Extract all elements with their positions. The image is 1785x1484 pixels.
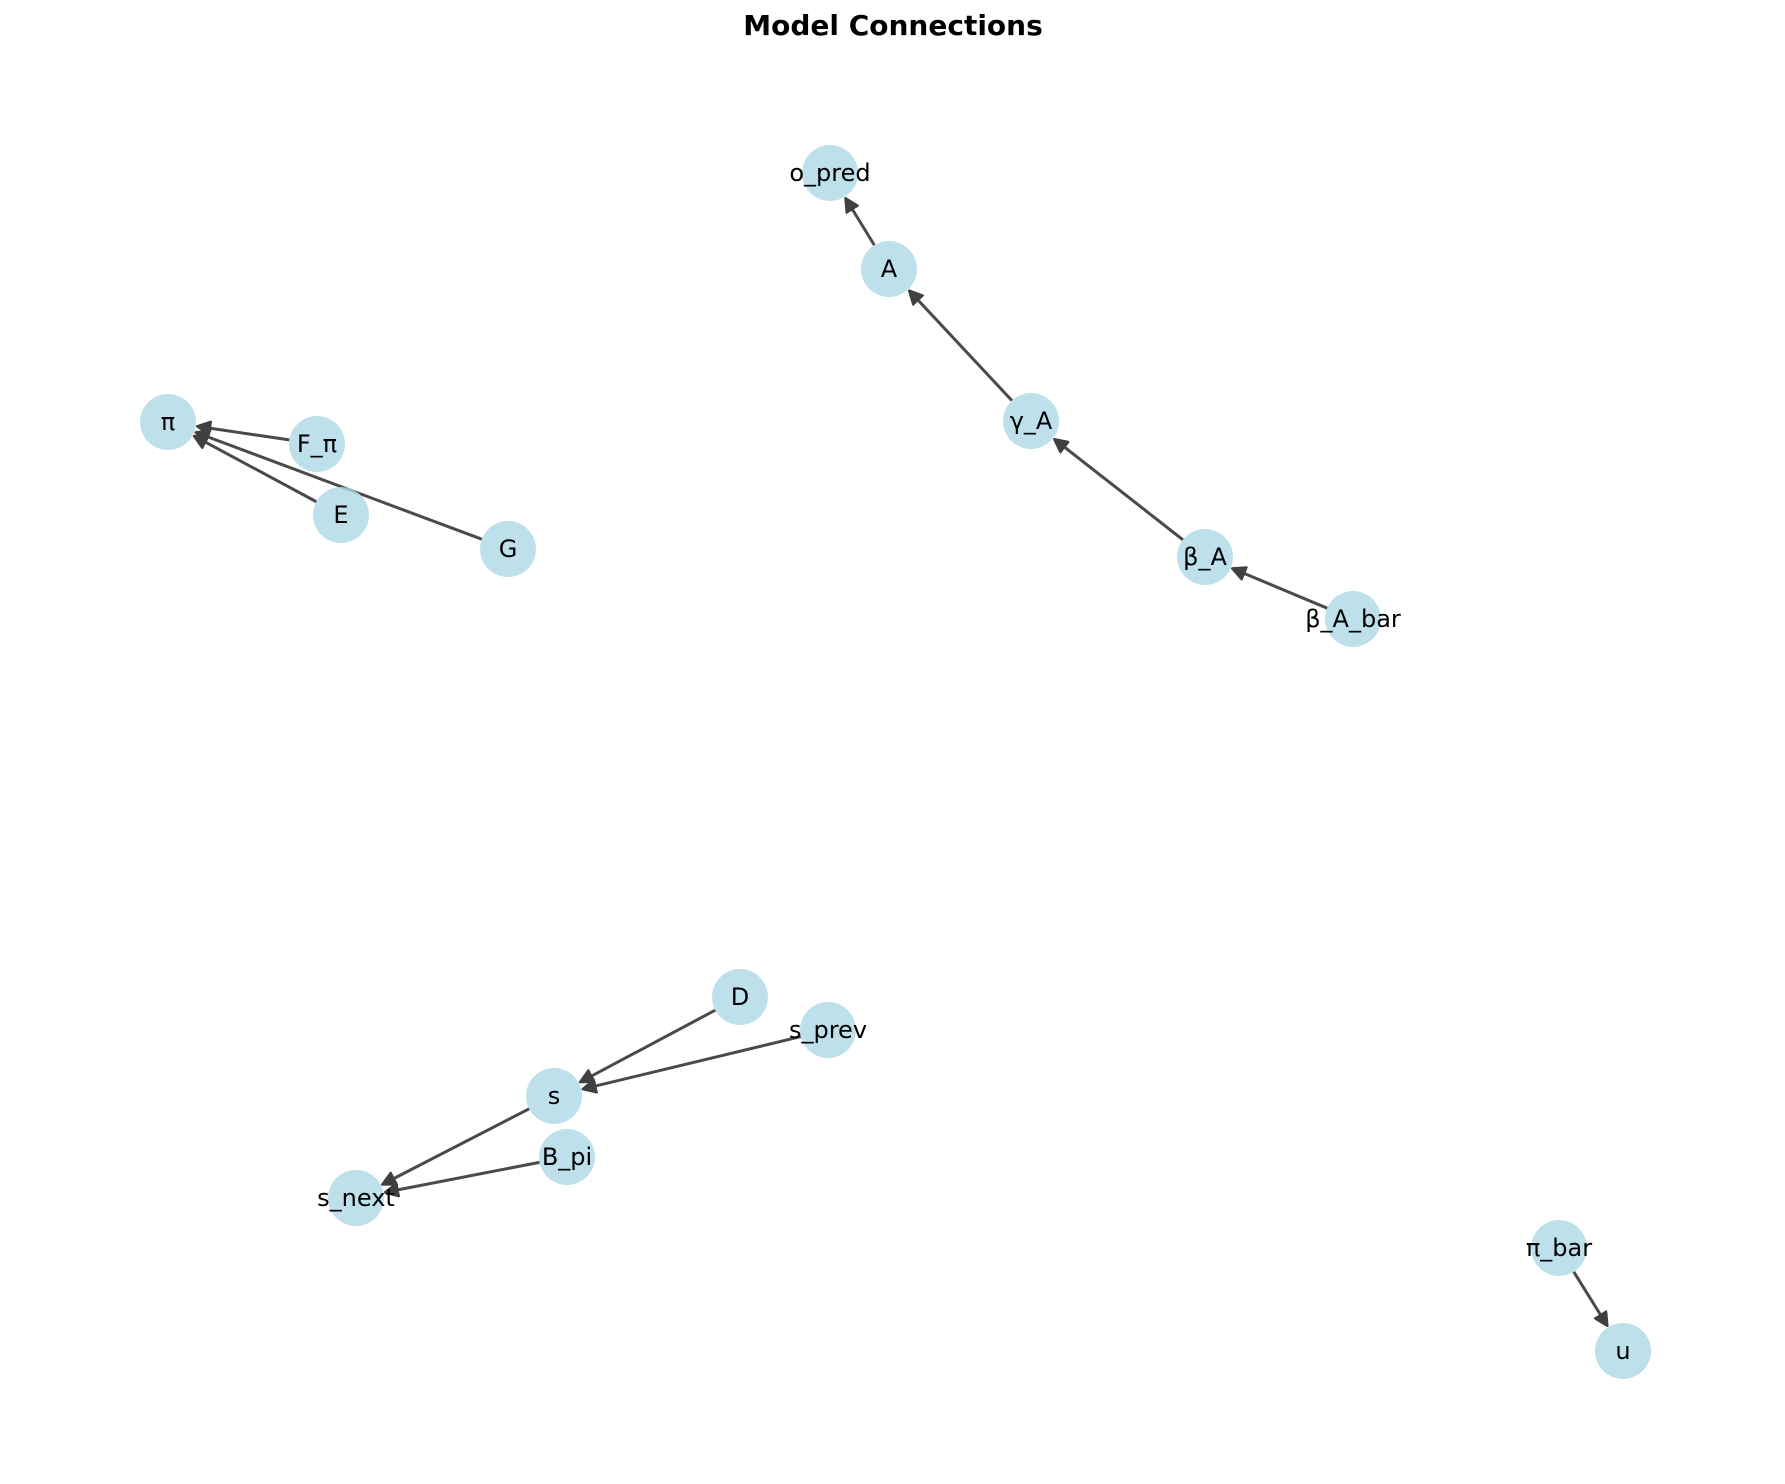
node-circle	[140, 394, 196, 450]
node-label: s_prev	[789, 1016, 867, 1044]
edge-beta-a-bar-to-beta-a	[1233, 569, 1328, 610]
edge-f-pi-to-pi	[198, 426, 290, 442]
node-s: s	[526, 1068, 582, 1124]
node-f-pi: F_π	[289, 416, 345, 472]
node-label: A	[881, 255, 898, 283]
node-label: s	[548, 1082, 561, 1110]
edge-s-prev-to-s	[583, 1035, 802, 1089]
node-circle	[328, 1170, 384, 1226]
node-u: u	[1595, 1323, 1651, 1379]
node-circle	[802, 145, 858, 201]
edge-beta-a-to-gamma-a	[1055, 439, 1184, 541]
node-label: s_next	[317, 1184, 395, 1212]
node-o-pred: o_pred	[789, 145, 871, 201]
node-label: π	[161, 408, 175, 436]
edge-d-to-s	[580, 1008, 716, 1082]
edge-layer	[194, 199, 1607, 1326]
node-label: E	[333, 501, 348, 529]
node-circle	[861, 241, 917, 297]
node-circle	[480, 521, 536, 577]
node-beta-a-bar: β_A_bar	[1305, 591, 1401, 647]
node-label: o_pred	[789, 159, 870, 187]
edge-g-to-pi	[196, 432, 483, 541]
node-circle	[1325, 591, 1381, 647]
node-label: π_bar	[1526, 1234, 1592, 1262]
node-pi-bar: π_bar	[1526, 1220, 1592, 1276]
edge-gamma-a-to-a	[909, 291, 1013, 402]
node-circle	[289, 416, 345, 472]
edge-b-pi-to-s-next	[385, 1160, 540, 1192]
node-g: G	[480, 521, 536, 577]
node-label: D	[731, 983, 749, 1011]
node-pi: π	[140, 394, 196, 450]
edge-pi-bar-to-u	[1572, 1270, 1607, 1326]
node-s-next: s_next	[317, 1170, 395, 1226]
node-a: A	[861, 241, 917, 297]
edge-e-to-pi	[194, 436, 318, 504]
node-label: B_pi	[542, 1143, 592, 1171]
node-b-pi: B_pi	[539, 1129, 595, 1185]
diagram-title: Model Connections	[743, 9, 1043, 42]
edge-a-to-o-pred	[846, 199, 876, 246]
node-e: E	[313, 487, 369, 543]
edge-s-to-s-next	[383, 1107, 530, 1184]
node-circle	[1595, 1323, 1651, 1379]
node-label: u	[1615, 1337, 1630, 1365]
node-circle	[800, 1002, 856, 1058]
node-s-prev: s_prev	[789, 1002, 867, 1058]
node-circle	[712, 969, 768, 1025]
node-label: β_A_bar	[1305, 605, 1401, 633]
node-circle	[539, 1129, 595, 1185]
node-label: γ_A	[1010, 407, 1053, 435]
node-d: D	[712, 969, 768, 1025]
node-circle	[313, 487, 369, 543]
node-beta-a: β_A	[1177, 529, 1233, 585]
node-circle	[1003, 393, 1059, 449]
node-label: β_A	[1183, 543, 1227, 571]
node-label: G	[499, 535, 518, 563]
node-circle	[1177, 529, 1233, 585]
node-label: F_π	[297, 430, 337, 458]
node-circle	[526, 1068, 582, 1124]
node-circle	[1531, 1220, 1587, 1276]
node-gamma-a: γ_A	[1003, 393, 1059, 449]
